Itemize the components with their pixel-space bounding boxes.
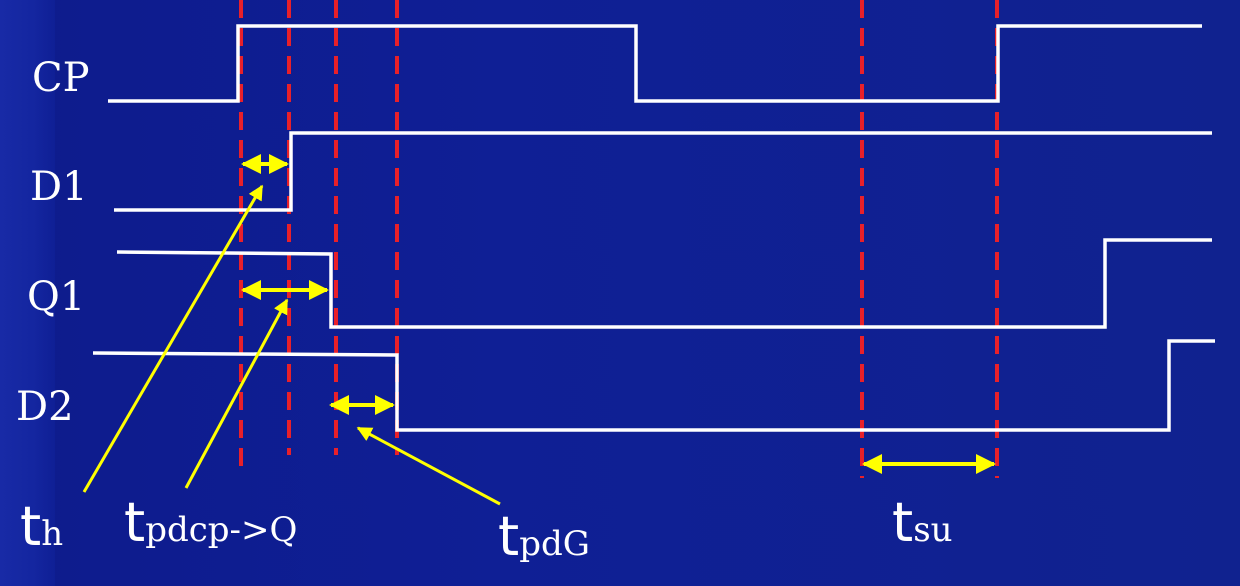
d2-waveform: [92, 339, 1215, 432]
label-tpdcp-sub: pdcp->Q: [145, 510, 297, 550]
th-pointer: [82, 184, 264, 493]
label-tpdcp-main: t: [124, 491, 145, 554]
signal-label-q1: Q1: [27, 274, 85, 320]
label-tsu: tsu: [892, 491, 953, 554]
label-tpdg-main: t: [498, 505, 519, 568]
signal-label-d2: D2: [16, 384, 74, 430]
q1-waveform: [116, 238, 1212, 329]
signal-label-d1: D1: [30, 164, 88, 210]
label-tpdcp: tpdcp->Q: [124, 491, 297, 554]
label-th-main: t: [20, 495, 41, 558]
d1-waveform: [114, 131, 1212, 212]
tpdg-pointer: [356, 426, 501, 506]
timing-labels: th tpdcp->Q tpdG tsu: [20, 491, 953, 568]
slide-left-accent: [0, 0, 55, 586]
label-tpdg: tpdG: [498, 505, 590, 568]
waveforms: [92, 24, 1215, 432]
signal-labels: CP D1 Q1 D2: [16, 55, 90, 430]
interval-arrows: [241, 154, 996, 474]
label-tsu-sub: su: [913, 510, 952, 550]
pointer-arrows: [82, 184, 501, 506]
label-th: th: [20, 495, 63, 558]
tpdcp-pointer: [184, 298, 289, 489]
cp-waveform: [108, 24, 1202, 103]
label-tpdg-sub: pdG: [519, 524, 590, 564]
label-tsu-main: t: [892, 491, 913, 554]
signal-label-cp: CP: [32, 55, 90, 101]
label-th-sub: h: [41, 514, 63, 554]
